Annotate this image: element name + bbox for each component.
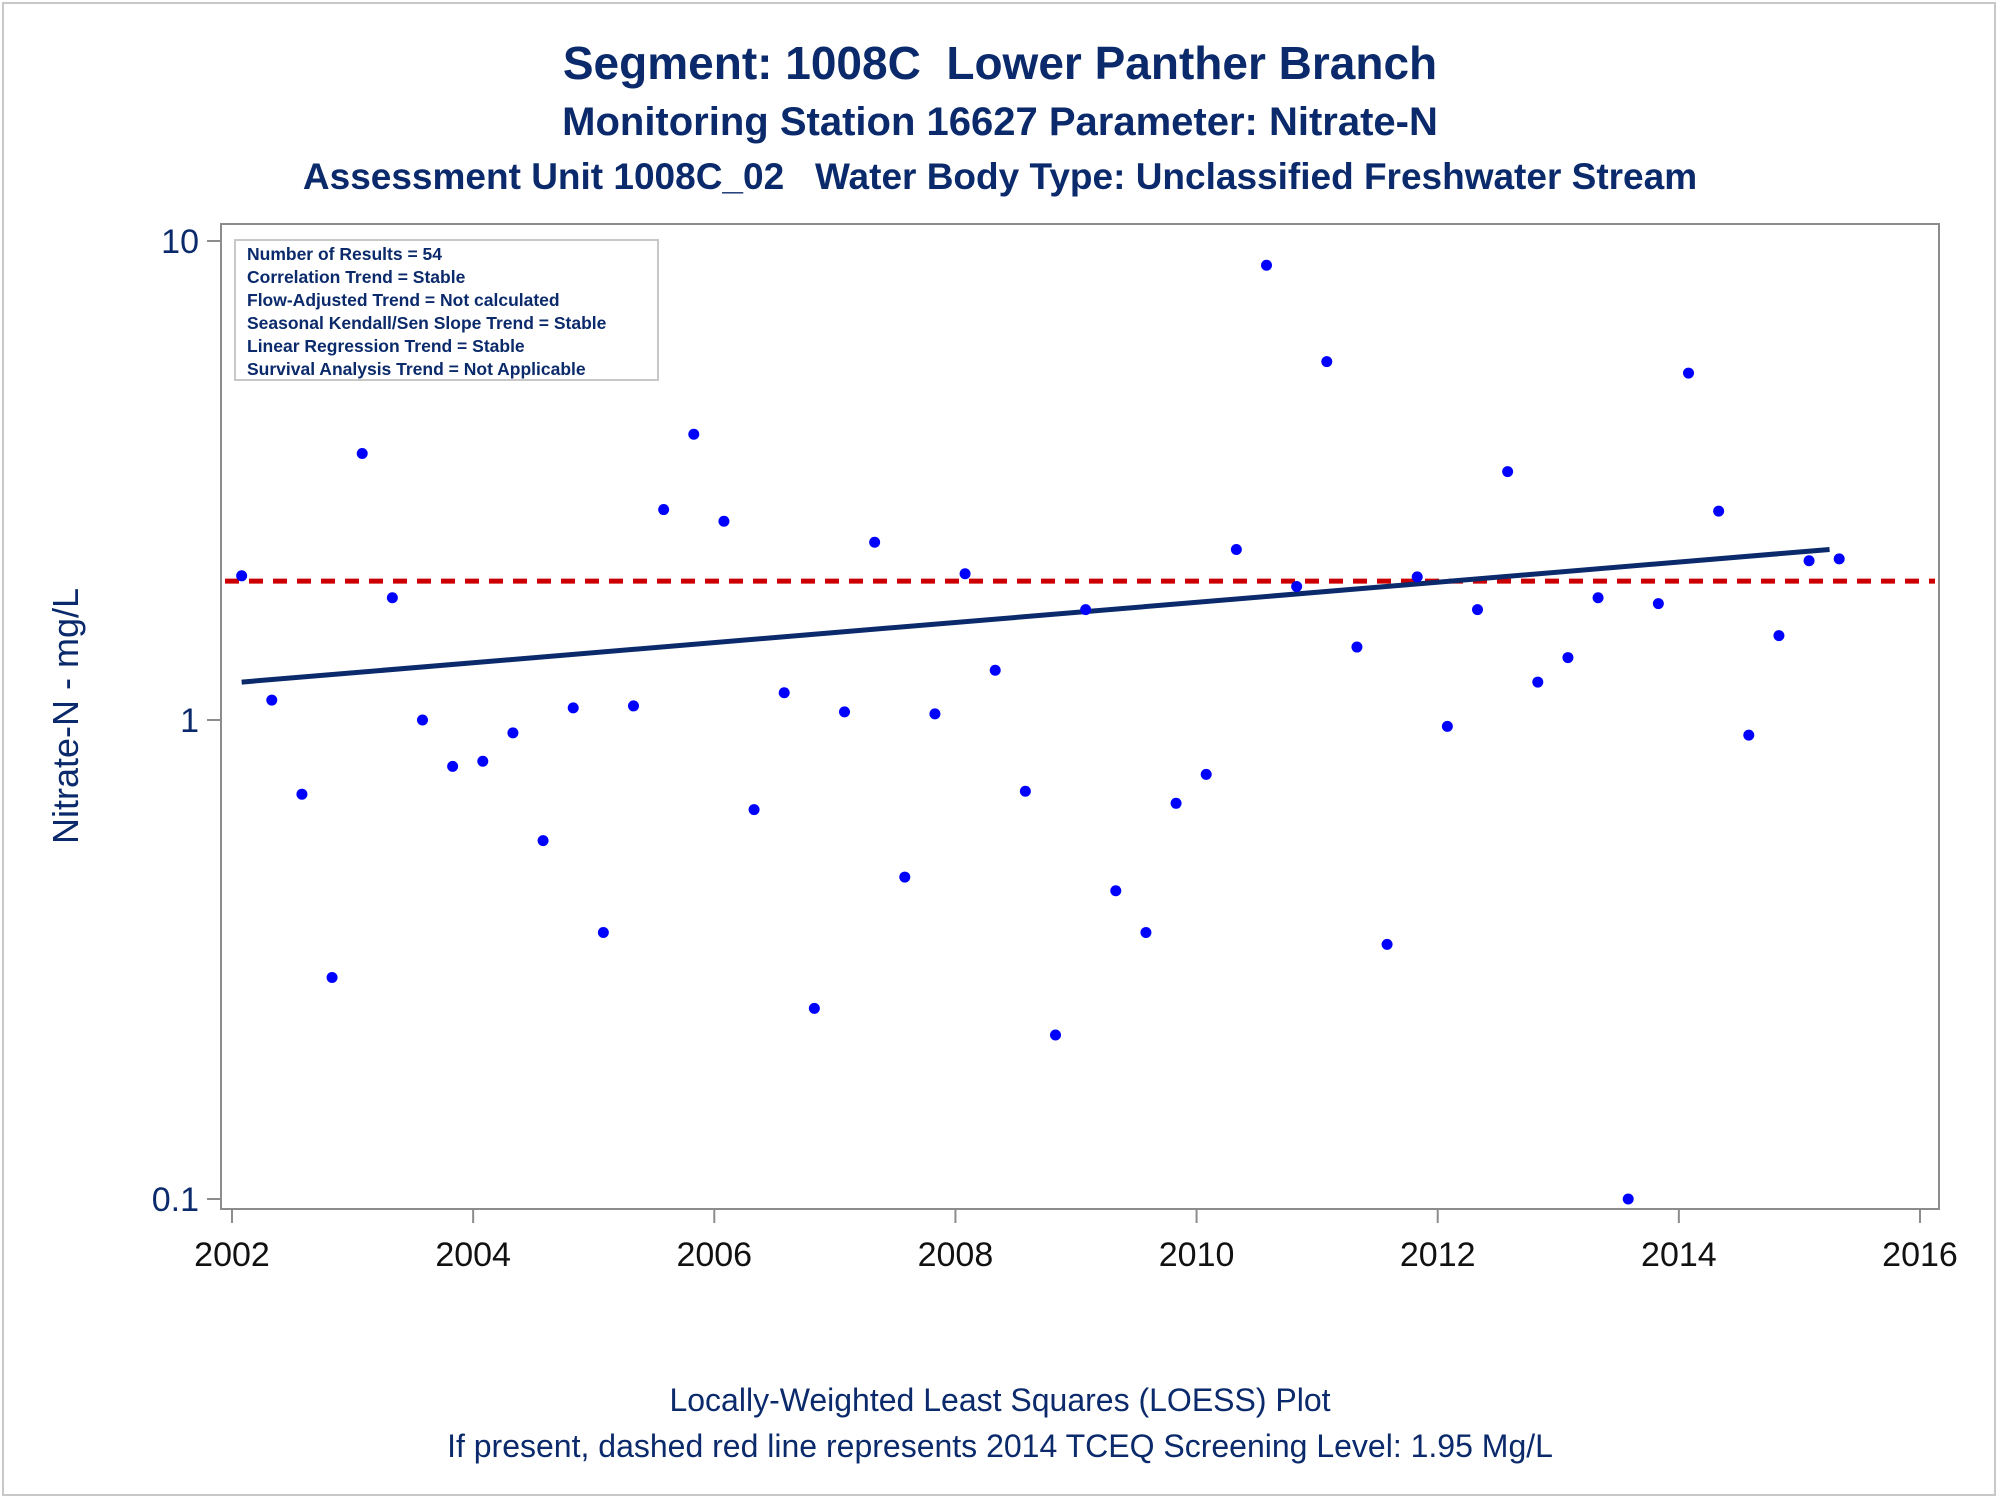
chart-subtitle-station: Monitoring Station 16627 Parameter: Nitr…: [562, 100, 1438, 144]
plot-area-frame: [220, 223, 1940, 1210]
data-point: [477, 755, 489, 767]
x-axis: 2002 2004 2006 2008 2010 2012 2014 2016: [194, 1209, 1958, 1274]
data-point: [899, 871, 911, 883]
trend-stats-line: Survival Analysis Trend = Not Applicable: [247, 359, 586, 379]
data-point: [1080, 604, 1092, 616]
data-point: [537, 835, 549, 847]
trend-stats-line: Correlation Trend = Stable: [247, 267, 466, 287]
data-point: [567, 702, 579, 714]
data-point: [658, 504, 670, 516]
data-point: [778, 687, 790, 699]
data-point: [808, 1002, 820, 1014]
data-point: [1472, 604, 1484, 616]
data-point: [1261, 259, 1273, 271]
data-points: [236, 259, 1845, 1205]
data-point: [356, 448, 368, 460]
y-tick-label: 10: [161, 223, 199, 261]
footnote-screening-level: If present, dashed red line represents 2…: [447, 1428, 1553, 1464]
data-point: [1683, 367, 1695, 379]
x-tick-label: 2006: [676, 1236, 752, 1274]
data-point: [1622, 1193, 1634, 1205]
data-point: [1532, 676, 1544, 688]
x-tick-label: 2002: [194, 1236, 270, 1274]
chart-subtitle-assessment: Assessment Unit 1008C_02 Water Body Type…: [302, 156, 1698, 197]
data-point: [688, 428, 700, 440]
data-point: [236, 570, 248, 582]
data-point: [1441, 720, 1453, 732]
loess-trend-line: [241, 546, 1830, 685]
data-point: [1743, 729, 1755, 741]
data-point: [1019, 785, 1031, 797]
data-point: [869, 536, 881, 548]
trend-stats-box: Number of Results = 54 Correlation Trend …: [234, 239, 659, 381]
y-axis: 0.1 1 10: [152, 223, 221, 1219]
data-point: [1291, 580, 1303, 592]
y-axis-label: Nitrate-N - mg/L: [45, 588, 86, 844]
x-tick-label: 2016: [1882, 1236, 1958, 1274]
data-point: [1050, 1029, 1062, 1041]
data-point: [959, 568, 971, 580]
data-point: [386, 592, 398, 604]
data-point: [1140, 927, 1152, 939]
data-point: [1773, 630, 1785, 642]
data-point: [1351, 641, 1363, 653]
data-point: [447, 760, 459, 772]
y-tick-label: 1: [180, 702, 199, 740]
data-point: [1502, 466, 1514, 478]
data-point: [1592, 592, 1604, 604]
trend-stats-box-border: [234, 239, 659, 381]
data-point: [507, 727, 519, 739]
data-point: [929, 708, 941, 720]
data-point: [628, 700, 640, 712]
trend-stats-line: Linear Regression Trend = Stable: [247, 336, 525, 356]
chart-title: Segment: 1008C Lower Panther Branch: [562, 37, 1438, 89]
data-point: [296, 788, 308, 800]
data-point: [326, 972, 338, 984]
data-point: [839, 706, 851, 718]
data-point: [266, 694, 278, 706]
trend-stats-line: Seasonal Kendall/Sen Slope Trend = Stabl…: [247, 313, 607, 333]
data-point: [1411, 571, 1423, 583]
y-tick-label: 0.1: [152, 1181, 199, 1219]
data-point: [1803, 555, 1815, 567]
data-point: [1200, 768, 1212, 780]
data-point: [1110, 885, 1122, 897]
data-point: [1321, 356, 1333, 368]
data-point: [1652, 598, 1664, 610]
footnote-loess: Locally-Weighted Least Squares (LOESS) P…: [669, 1382, 1331, 1418]
data-point: [1562, 652, 1574, 664]
x-tick-label: 2004: [435, 1236, 511, 1274]
x-tick-label: 2010: [1159, 1236, 1235, 1274]
data-point: [1381, 938, 1393, 950]
trend-stats-line: Number of Results = 54: [247, 244, 442, 264]
data-point: [748, 804, 760, 816]
data-point: [1713, 505, 1725, 517]
data-point: [1170, 797, 1182, 809]
data-point: [718, 515, 730, 527]
x-tick-label: 2014: [1641, 1236, 1717, 1274]
data-point: [417, 714, 429, 726]
x-tick-label: 2008: [918, 1236, 994, 1274]
data-point: [989, 664, 1001, 676]
data-point: [1833, 553, 1845, 565]
trend-stats-line: Flow-Adjusted Trend = Not calculated: [247, 290, 560, 310]
data-point: [1230, 543, 1242, 555]
x-tick-label: 2012: [1400, 1236, 1476, 1274]
data-point: [597, 927, 609, 939]
